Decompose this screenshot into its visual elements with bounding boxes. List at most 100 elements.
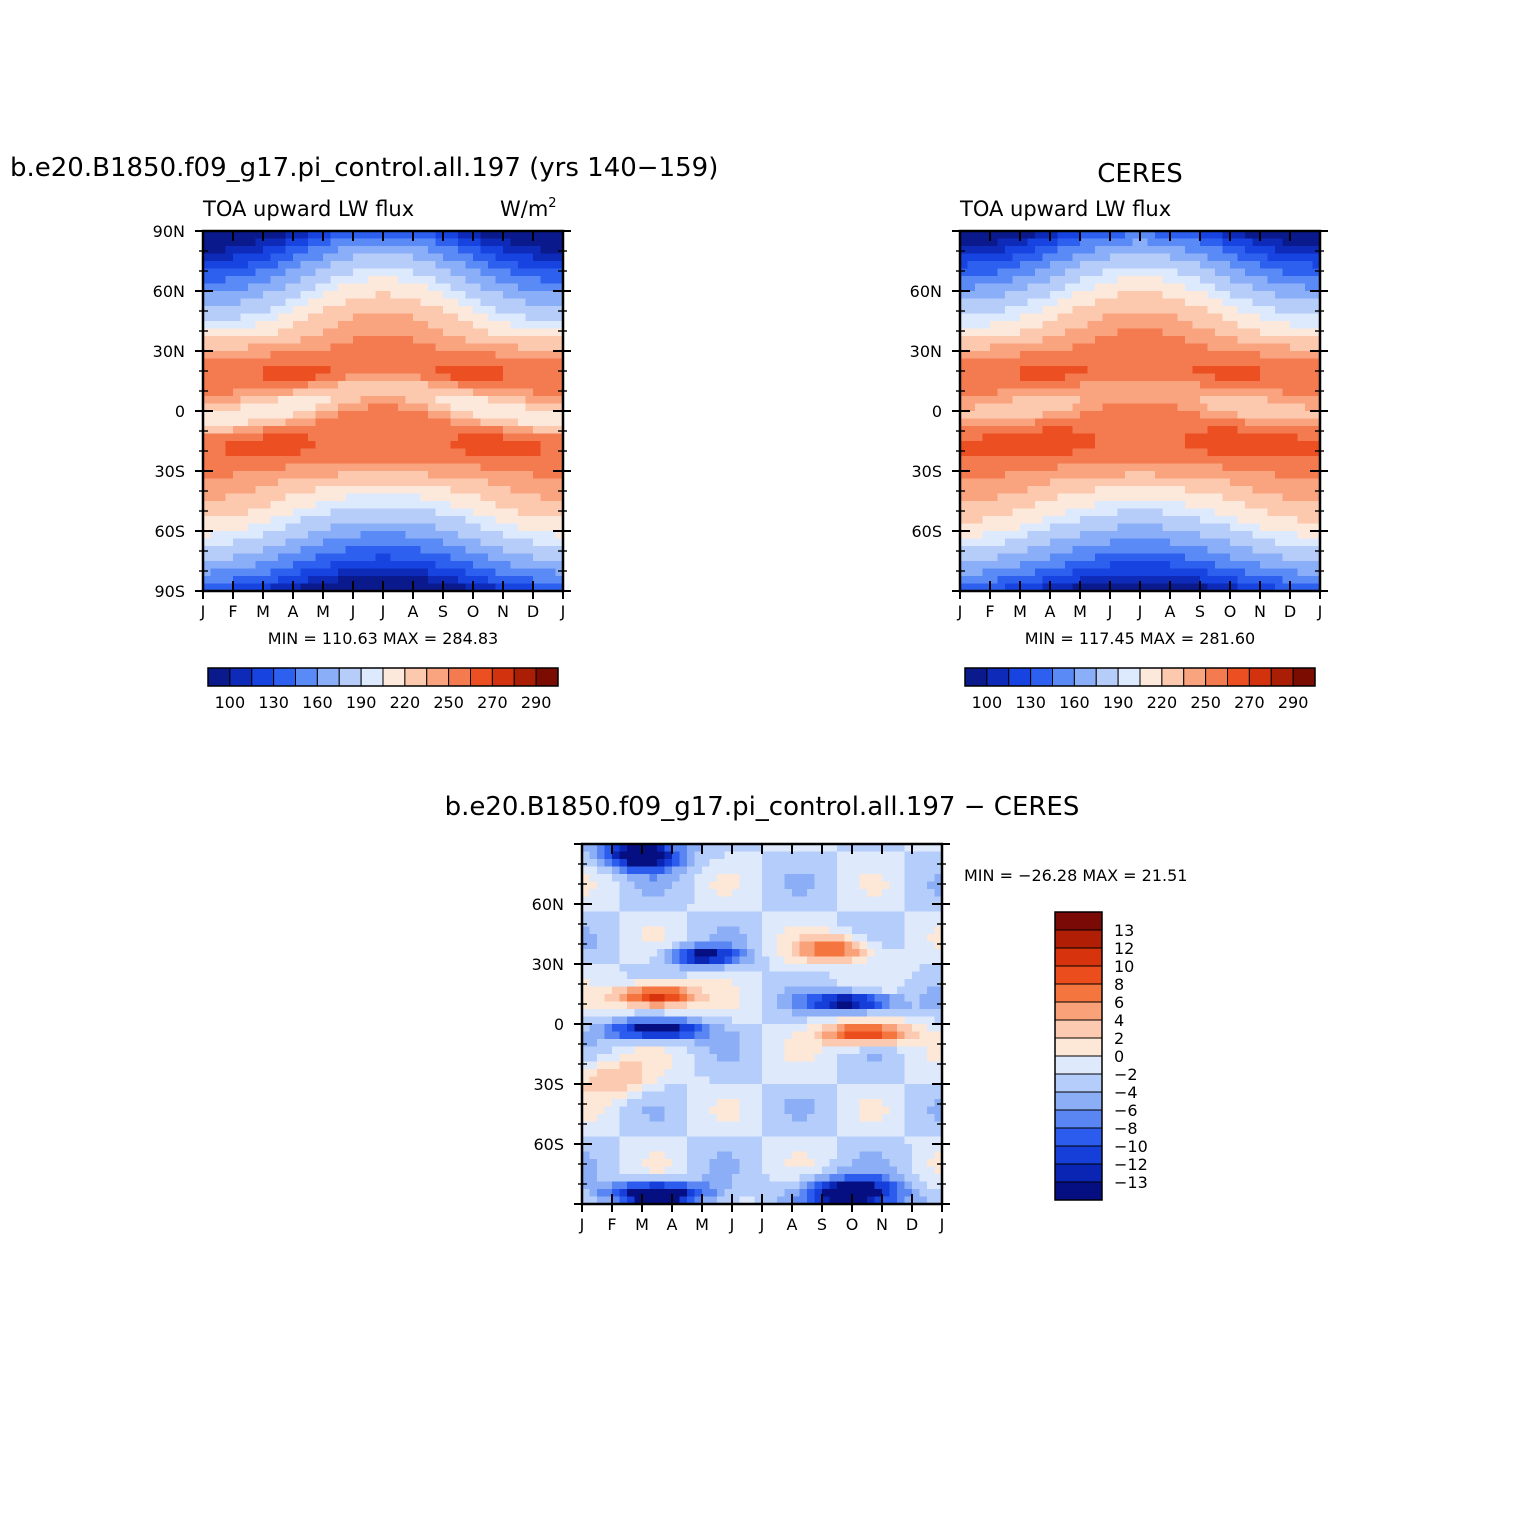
contour-cell [225,546,234,555]
contour-cell [1275,523,1284,532]
colorbar-label: 290 [521,693,552,712]
contour-cell [1095,583,1104,591]
contour-cell [518,336,527,345]
contour-cell [533,501,542,510]
contour-cell [473,373,482,382]
contour-cell [1087,508,1096,517]
contour-cell [1102,538,1111,547]
contour-cell [450,291,459,300]
contour-cell [990,238,999,247]
contour-cell [619,851,628,860]
contour-cell [540,508,549,517]
contour-cell [533,561,542,570]
contour-cell [330,433,339,442]
colorbar-label: 270 [1234,693,1265,712]
contour-cell [548,553,557,562]
contour-cell [1012,261,1021,270]
contour-cell [353,381,362,390]
contour-cell [300,471,309,480]
contour-cell [1275,343,1284,352]
contour-cell [1252,336,1261,345]
contour-cell [345,433,354,442]
contour-cell [1087,396,1096,405]
contour-cell [270,231,279,240]
contour-cell [458,553,467,562]
contour-cell [458,463,467,472]
contour-cell [263,388,272,397]
contour-cell [540,426,549,435]
contour-cell [1155,276,1164,285]
contour-cell [548,328,557,337]
contour-cell [533,291,542,300]
contour-cell [1312,471,1320,480]
contour-cell [315,508,324,517]
contour-cell [300,546,309,555]
contour-cell [293,583,302,591]
contour-cell [1170,456,1179,465]
contour-cell [278,568,287,577]
contour-cell [443,448,452,457]
contour-cell [1222,463,1231,472]
contour-cell [1312,343,1320,352]
contour-cell [1155,321,1164,330]
contour-cell [1080,313,1089,322]
contour-cell [270,306,279,315]
contour-cell [1080,433,1089,442]
contour-cell [1065,433,1074,442]
contour-cell [285,493,294,502]
contour-cell [525,238,534,247]
contour-cell [1170,276,1179,285]
contour-cell [525,373,534,382]
contour-cell [323,456,332,465]
contour-cell [1200,463,1209,472]
contour-cell [480,441,489,450]
contour-cell [967,231,976,240]
contour-cell [1237,381,1246,390]
contour-cell [510,516,519,525]
contour-cell [1095,328,1104,337]
contour-cell [255,298,264,307]
colorbar-swatch [491,667,515,687]
contour-cell [1305,328,1314,337]
contour-cell [458,576,467,585]
contour-cell [1087,253,1096,262]
contour-cell [248,561,257,570]
contour-cell [225,351,234,360]
contour-cell [1192,381,1201,390]
contour-cell [1260,583,1269,591]
contour-cell [375,471,384,480]
contour-cell [255,433,264,442]
contour-cell [1140,313,1149,322]
contour-cell [762,859,771,868]
contour-cell [450,253,459,262]
contour-cell [1042,343,1051,352]
contour-cell [413,291,422,300]
contour-cell [627,859,636,868]
contour-cell [225,553,234,562]
contour-cell [1290,486,1299,495]
contour-cell [323,418,332,427]
contour-cell [480,531,489,540]
contour-cell [555,471,563,480]
contour-cell [1042,553,1051,562]
contour-cell [1260,358,1269,367]
contour-cell [694,844,703,853]
contour-cell [1110,276,1119,285]
contour-cell [263,351,272,360]
contour-cell [1275,531,1284,540]
contour-cell [285,403,294,412]
contour-cell [375,246,384,255]
contour-cell [405,553,414,562]
colorbar-swatch [1248,667,1272,687]
contour-cell [225,328,234,337]
contour-cell [248,246,257,255]
contour-cell [248,448,257,457]
contour-cell [383,433,392,442]
contour-cell [218,328,227,337]
contour-cell [518,553,527,562]
contour-cell [360,463,369,472]
contour-cell [1192,568,1201,577]
contour-cell [1267,448,1276,457]
contour-cell [203,388,212,397]
contour-cell [1035,561,1044,570]
